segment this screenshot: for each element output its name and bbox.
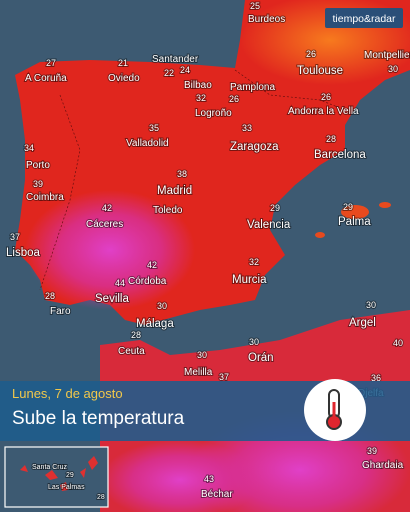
inset-island [20,465,28,472]
city-name: Ghardaia [362,460,404,471]
city-name: Córdoba [128,276,167,287]
city-temp: 39 [33,179,43,189]
city-temp: 27 [46,58,56,68]
city-name: Málaga [136,318,174,330]
city-name: Andorra la Vella [288,106,359,117]
city-temp: 29 [270,203,280,213]
city-temp: 30 [157,301,167,311]
city-name: A Coruña [25,73,67,84]
banner-headline: Sube la temperatura [12,408,185,429]
city-temp: 38 [177,169,187,179]
city-name: Argel [349,317,376,329]
inset-island [88,456,98,470]
city-temp: 29 [343,202,353,212]
city-temp: 32 [249,257,259,267]
city-temp: 37 [10,232,20,242]
city-name: Logroño [195,108,232,119]
city-temp: 28 [326,134,336,144]
city-name: Montpellier [364,50,410,61]
inset-temp: 28 [97,494,105,501]
city-temp: 35 [149,123,159,133]
city-temp: 32 [196,93,206,103]
city-name: Barcelona [314,149,366,161]
city-name: Madrid [157,185,192,197]
city-temp: 30 [388,64,398,74]
city-name: Pamplona [230,82,275,93]
city-name: Oviedo [108,73,140,84]
city-temp: 28 [131,330,141,340]
logo: tiempo&radar [332,13,396,25]
border [234,69,346,111]
logo-box [325,8,403,28]
city-name: Santander [152,54,199,65]
inset-city: Santa Cruz [32,464,68,471]
inset-temp: 29 [66,472,74,479]
city-temp: 21 [118,58,128,68]
city-name: Coimbra [26,192,64,203]
city-temp: 42 [147,260,157,270]
island [315,232,325,238]
city-name: Porto [26,160,50,171]
city-name: Valencia [247,219,291,231]
banner-date: Lunes, 7 de agosto [12,386,123,401]
city-name: Sevilla [95,293,129,305]
city-temp: 43 [204,474,214,484]
city-name: Zaragoza [230,141,279,153]
city-temp: 30 [366,300,376,310]
city-name: Lisboa [6,247,40,259]
city-temp: 39 [367,446,377,456]
city-name: Murcia [232,274,267,286]
city-temp: 24 [180,65,190,75]
city-name: Toulouse [297,65,343,77]
city-temp: 40 [393,338,403,348]
city-name: Melilla [184,367,213,378]
thermometer-icon [332,402,336,418]
island [379,202,391,208]
city-name: Ceuta [118,346,145,357]
inset-island [45,470,58,480]
city-temp: 42 [102,203,112,213]
city-temp: 30 [249,337,259,347]
city-temp: 22 [164,68,174,78]
inset-city: Las Palmas [48,484,85,491]
inset-island [80,468,86,478]
city-temp: 37 [219,372,229,382]
city-name: Bilbao [184,80,212,91]
city-name: Valladolid [126,138,169,149]
city-name: Faro [50,306,71,317]
city-temp: 26 [229,94,239,104]
heat-zone [100,440,260,512]
island [341,205,369,219]
city-name: Cáceres [86,219,123,230]
city-temp: 25 [250,1,260,11]
city-temp: 33 [242,123,252,133]
heat-zone [25,190,195,310]
labels: Burdeos 25 A Coruña 27 Oviedo 21 Santander 22 Bi… [5,0,410,501]
city-name: Orán [248,352,274,364]
city-name: Béchar [201,489,233,500]
city-temp: 34 [24,143,34,153]
inset-island [60,482,68,491]
city-name: Palma [338,216,371,228]
city-temp: 26 [306,49,316,59]
city-temp: 26 [321,92,331,102]
border [39,94,81,291]
city-temp: 30 [197,350,207,360]
city-temp: 28 [45,291,55,301]
city-name: Toledo [153,205,183,216]
city-temp: 44 [115,278,125,288]
city-name: Burdeos [248,14,285,25]
